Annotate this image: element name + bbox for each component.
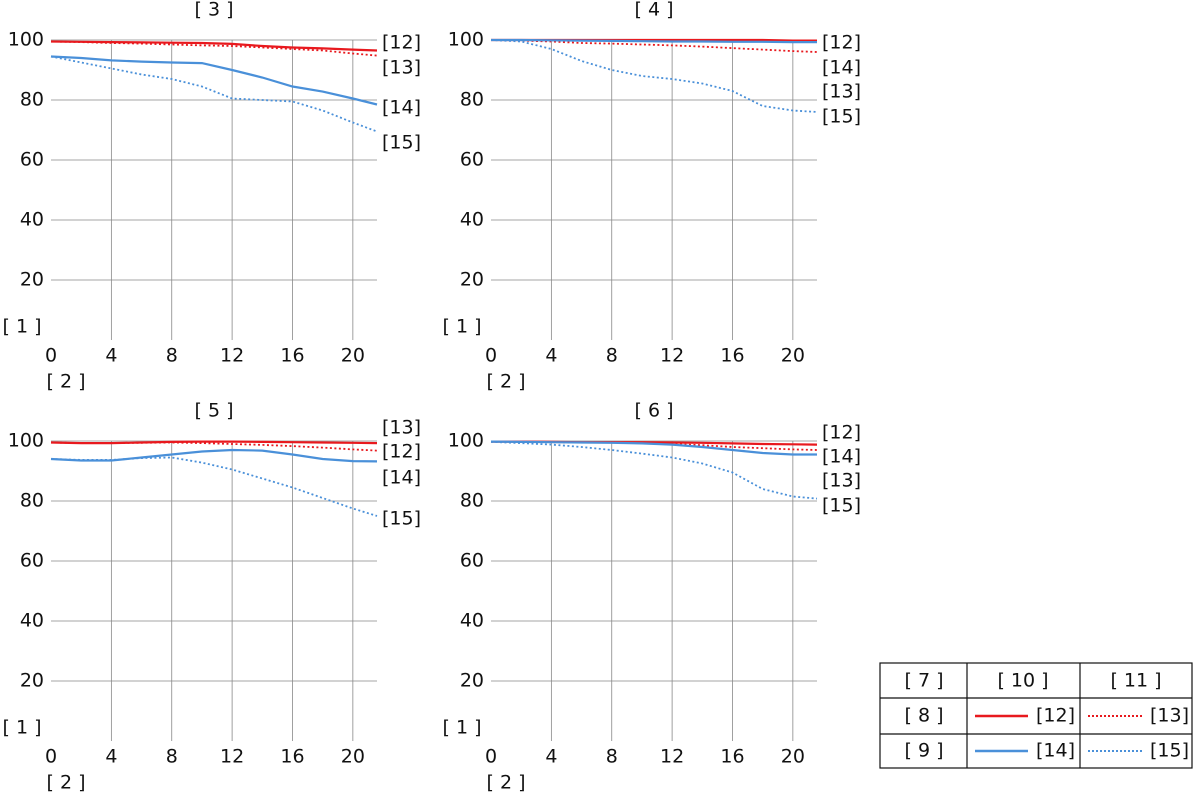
legend-label: [15] <box>1150 740 1189 762</box>
table-header: [ 7 ] <box>905 670 944 692</box>
x-tick-label: 12 <box>660 746 684 768</box>
x-tick-label: 8 <box>606 345 618 367</box>
y-tick-label: 20 <box>20 269 44 291</box>
data-line <box>50 55 378 106</box>
data-line <box>490 441 818 500</box>
y-axis-label: [ 1 ] <box>443 316 482 338</box>
chart-title: [ 3 ] <box>195 0 234 21</box>
x-tick-label: 8 <box>606 746 618 768</box>
chart-title: [ 6 ] <box>635 400 674 422</box>
data-line <box>50 441 378 452</box>
data-line <box>490 39 818 113</box>
legend-label: [13] <box>1150 705 1189 727</box>
end-label: [13] <box>382 417 421 439</box>
data-line <box>490 440 817 456</box>
end-label: [15] <box>822 106 861 128</box>
end-label: [14] <box>822 57 861 79</box>
end-label: [12] <box>822 32 861 54</box>
x-tick-label: 4 <box>105 746 117 768</box>
x-axis-label: [ 2 ] <box>47 371 86 393</box>
y-tick-label: 80 <box>20 89 44 111</box>
y-tick-label: 80 <box>20 490 44 512</box>
y-tick-label: 100 <box>8 29 44 51</box>
x-axis-label: [ 2 ] <box>487 772 526 794</box>
chart-title: [ 5 ] <box>195 400 234 422</box>
y-tick-label: 80 <box>460 490 484 512</box>
y-tick-label: 60 <box>20 149 44 171</box>
x-tick-label: 0 <box>45 746 57 768</box>
x-tick-label: 4 <box>545 345 557 367</box>
y-tick-label: 60 <box>20 550 44 572</box>
end-label: [13] <box>382 57 421 79</box>
y-tick-label: 40 <box>460 610 484 632</box>
x-tick-label: 20 <box>341 345 365 367</box>
y-axis-label: [ 1 ] <box>3 316 42 338</box>
y-tick-label: 100 <box>8 430 44 452</box>
x-tick-label: 12 <box>220 746 244 768</box>
y-tick-label: 40 <box>460 209 484 231</box>
y-tick-label: 60 <box>460 550 484 572</box>
end-label: [13] <box>822 81 861 103</box>
end-label: [12] <box>382 441 421 463</box>
x-tick-label: 16 <box>720 746 744 768</box>
y-tick-label: 80 <box>460 89 484 111</box>
data-line <box>50 55 378 133</box>
end-label: [15] <box>382 508 421 530</box>
x-tick-label: 4 <box>545 746 557 768</box>
y-tick-label: 40 <box>20 610 44 632</box>
x-tick-label: 20 <box>781 746 805 768</box>
y-tick-label: 20 <box>460 269 484 291</box>
data-line <box>50 456 378 517</box>
x-tick-label: 16 <box>280 746 304 768</box>
end-label: [12] <box>822 422 861 444</box>
table-row-label: [ 9 ] <box>905 740 944 762</box>
legend-label: [14] <box>1036 740 1075 762</box>
end-label: [15] <box>382 132 421 154</box>
data-line <box>491 38 817 44</box>
x-tick-label: 20 <box>781 345 805 367</box>
legend-table: [ 7 ] [ 10 ] [ 11 ] [ 8 ] [12] [13] [ 9 … <box>879 662 1193 769</box>
x-tick-label: 0 <box>485 345 497 367</box>
table-header: [ 10 ] <box>997 670 1048 692</box>
x-tick-label: 16 <box>280 345 304 367</box>
y-tick-label: 40 <box>20 209 44 231</box>
end-label: [12] <box>382 32 421 54</box>
y-tick-label: 100 <box>448 430 484 452</box>
end-label: [14] <box>822 446 861 468</box>
data-line <box>50 40 378 57</box>
x-tick-label: 0 <box>45 345 57 367</box>
end-label: [15] <box>822 495 861 517</box>
x-tick-label: 20 <box>341 746 365 768</box>
x-tick-label: 8 <box>166 746 178 768</box>
x-axis-label: [ 2 ] <box>487 371 526 393</box>
y-tick-label: 100 <box>448 29 484 51</box>
data-line <box>50 448 378 463</box>
x-axis-label: [ 2 ] <box>47 772 86 794</box>
legend-label: [12] <box>1036 705 1075 727</box>
chart-title: [ 4 ] <box>635 0 674 21</box>
y-axis-label: [ 1 ] <box>3 717 42 739</box>
table-row-label: [ 8 ] <box>905 705 944 727</box>
table-header: [ 11 ] <box>1110 670 1161 692</box>
end-label: [13] <box>822 470 861 492</box>
x-tick-label: 4 <box>105 345 117 367</box>
x-tick-label: 8 <box>166 345 178 367</box>
y-axis-label: [ 1 ] <box>443 717 482 739</box>
x-tick-label: 0 <box>485 746 497 768</box>
table-border <box>879 662 1193 769</box>
y-tick-label: 20 <box>460 670 484 692</box>
end-label: [14] <box>382 467 421 489</box>
y-tick-label: 60 <box>460 149 484 171</box>
y-tick-label: 20 <box>20 670 44 692</box>
x-tick-label: 12 <box>220 345 244 367</box>
x-tick-label: 16 <box>720 345 744 367</box>
x-tick-label: 12 <box>660 345 684 367</box>
end-label: [14] <box>382 97 421 119</box>
